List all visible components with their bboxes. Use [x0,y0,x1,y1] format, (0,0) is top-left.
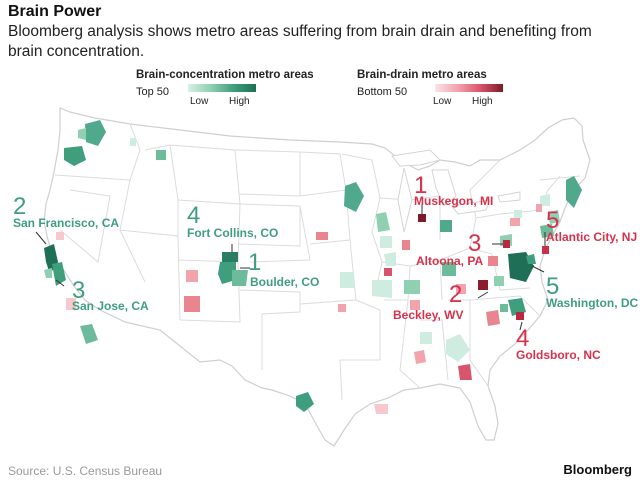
metro-drain-o [510,218,520,226]
callout-drain-rank-5: 5 [546,207,559,234]
metro-charlottesville [494,276,504,286]
callout-conc-label-4: Fort Collins, CO [187,226,278,240]
legend-drain-title: Brain-drain metro areas [357,69,487,81]
legend-drain-scale [435,84,503,92]
metro-ann-arbor [440,220,452,232]
metro-drain-d [338,304,346,312]
metro-san-jose [52,262,66,286]
metro-indianapolis [404,280,420,294]
chart-subtitle: Bloomberg analysis shows metro areas suf… [8,23,592,60]
metro-new-york [540,224,554,238]
metro-boulder [218,262,236,284]
metro-drain-h [414,350,426,364]
callouts-concentration: 1 Boulder, CO 2 San Francisco, CA 3 San … [13,193,639,313]
callout-conc-rank-2: 2 [13,193,26,220]
legend-concentration-sub: Top 50 [136,86,170,98]
callout-drain-label-5: Atlantic City, NJ [546,230,637,244]
callout-drain-rank-1: 1 [414,172,427,199]
legend-concentration-low: Low [190,96,209,107]
metro-denver [232,270,248,286]
metro-hartford [548,210,560,224]
metro-beckley [478,280,488,290]
legend-concentration-title: Brain-concentration metro areas [136,69,314,81]
legend-concentration-scale [188,84,256,92]
metro-madison [376,212,390,232]
metro-portland [64,146,86,166]
metro-goldsboro [516,312,524,320]
metro-drain-i [458,364,472,380]
metro-huntsville [420,332,432,344]
metro-lawrence [372,280,392,298]
metro-drain-g [410,300,420,310]
callout-drain-rank-3: 3 [468,230,481,257]
concentration-metros [44,120,582,412]
metro-austin [296,392,314,412]
metro-spokane [130,138,136,146]
metro-drain-j [486,310,500,326]
legend-concentration-high: High [229,96,250,107]
metro-drain-k [456,284,466,294]
legend-drain-low: Low [433,96,452,107]
callout-drain-label-4: Goldsboro, NC [516,348,601,362]
legend-concentration: Brain-concentration metro areas Top 50 L… [136,69,356,114]
drain-metros [56,204,549,414]
metro-ithaca [514,210,522,218]
metro-raleigh [508,298,526,316]
metro-albany [540,194,550,206]
callout-drain-label-2: Beckley, WV [393,308,463,322]
source-note: Source: U.S. Census Bureau [8,464,163,478]
legend-drain-sub: Bottom 50 [357,86,408,98]
metro-altoona [503,240,510,248]
legend-drain-high: High [472,96,493,107]
metro-fort-collins [222,252,238,262]
metro-iowa-city [380,236,392,248]
metro-kansas-city [340,272,354,288]
metro-drain-b [184,296,200,312]
metro-seattle [85,120,106,146]
metro-drain-l [488,256,498,266]
metro-atlantic-city [542,246,549,254]
chart-title: Brain Power [8,3,102,20]
callout-conc-label-1: Boulder, CO [250,275,319,289]
callout-conc-label-5: Washington, DC [546,296,639,310]
metro-boston [566,176,582,208]
great-lakes [391,149,521,233]
callout-conc-rank-1: 1 [248,249,261,276]
metro-muskegon [418,214,426,222]
callout-conc-rank-3: 3 [72,277,85,304]
metro-drain-a [186,270,198,282]
metro-drain-m [66,298,76,310]
metro-atlanta [446,334,470,362]
metro-drain-c [316,232,328,240]
callout-conc-label-3: San Jose, CA [72,299,149,313]
callout-conc-rank-5: 5 [546,273,559,300]
callout-drain-label-3: Altoona, PA [416,254,483,268]
metro-chicago [384,252,396,266]
metro-rochester-mn [344,182,364,212]
callout-drain-rank-2: 2 [449,281,462,308]
legend-drain: Brain-drain metro areas Bottom 50 Low Hi… [357,69,577,114]
metro-durham [500,304,508,312]
metro-drain-q [536,204,542,212]
metro-columbus [442,262,456,276]
callout-conc-label-2: San Francisco, CA [13,216,119,230]
metro-santa-cruz [44,268,52,278]
metro-drain-p [374,404,388,414]
metro-bremerton [78,128,86,140]
callout-conc-rank-4: 4 [187,202,200,229]
metro-baltimore [526,254,536,264]
callouts-drain: 1 Muskegon, MI 2 Beckley, WV 3 Altoona, … [393,172,637,362]
callout-drain-rank-4: 4 [516,325,529,352]
metro-drain-n [56,232,64,240]
bloomberg-logo: Bloomberg [563,462,632,477]
metro-missoula [156,150,166,160]
metro-los-angeles-area [80,324,98,344]
metro-drain-e [402,240,410,250]
metro-drain-f [384,268,392,276]
callout-leaders [35,204,546,331]
callout-drain-label-1: Muskegon, MI [414,194,493,208]
